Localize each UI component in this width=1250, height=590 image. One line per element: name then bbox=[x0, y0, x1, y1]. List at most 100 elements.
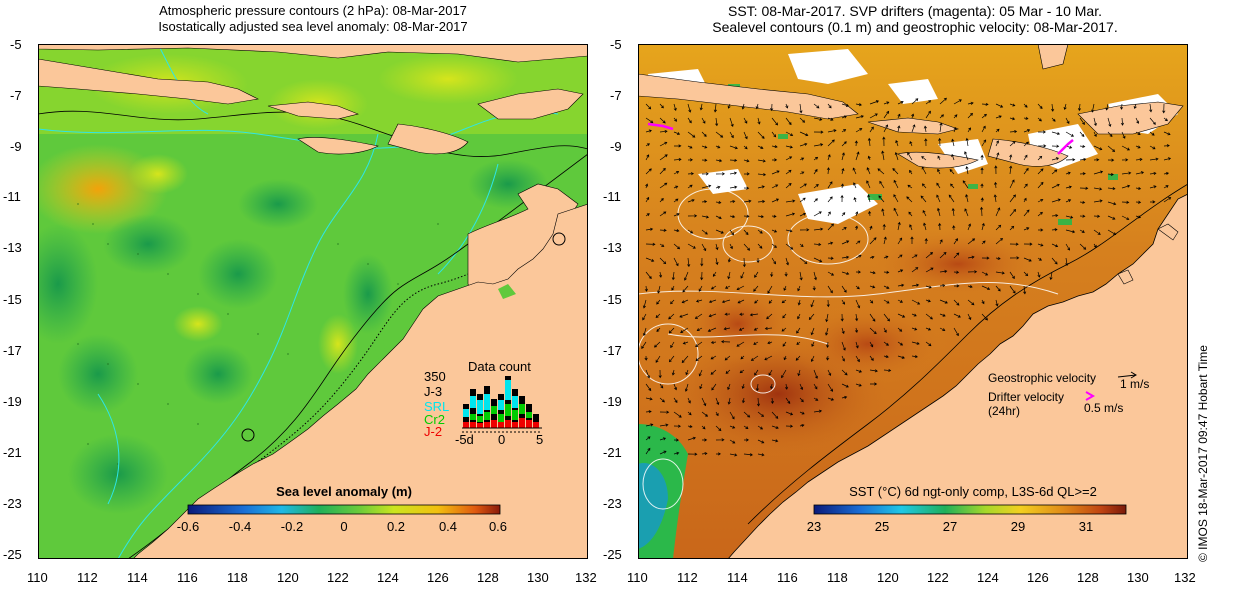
velocity-arrow bbox=[701, 243, 707, 252]
velocity-arrow bbox=[642, 299, 647, 309]
velocity-arrow bbox=[673, 117, 678, 122]
velocity-arrow bbox=[981, 222, 985, 231]
velocity-arrow bbox=[668, 327, 675, 334]
velocity-arrow bbox=[841, 212, 846, 217]
velocity-arrow bbox=[810, 327, 815, 336]
velocity-arrow bbox=[1051, 117, 1056, 122]
velocity-arrow bbox=[1093, 131, 1097, 138]
right-y-tick: -9 bbox=[610, 139, 622, 154]
velocity-arrow bbox=[951, 153, 955, 161]
velocity-arrow bbox=[755, 383, 759, 392]
drifter-track[interactable] bbox=[647, 122, 674, 131]
velocity-arrow bbox=[1121, 158, 1129, 162]
left-map[interactable]: 350 Data count J-3 SRL Cr2 J-2 -5d 0 5 S… bbox=[38, 44, 588, 559]
velocity-arrow bbox=[827, 139, 835, 147]
velocity-arrow bbox=[1009, 103, 1016, 107]
velocity-arrow bbox=[799, 142, 808, 147]
geostrophic-velocity-arrows bbox=[641, 97, 1172, 457]
velocity-arrow bbox=[855, 254, 862, 259]
velocity-arrow bbox=[1079, 186, 1089, 190]
velocity-arrow bbox=[673, 383, 678, 391]
velocity-arrow bbox=[981, 240, 986, 245]
velocity-arrow bbox=[1107, 187, 1116, 191]
velocity-arrow bbox=[796, 341, 801, 345]
velocity-arrow bbox=[921, 156, 927, 161]
velocity-arrow bbox=[841, 383, 849, 388]
velocity-arrow bbox=[897, 269, 904, 273]
velocity-arrow bbox=[645, 397, 653, 401]
left-colorbar-title: Sea level anomaly (m) bbox=[276, 484, 412, 499]
left-x-tick: 126 bbox=[427, 570, 449, 585]
velocity-arrow bbox=[673, 451, 680, 455]
velocity-arrow bbox=[883, 327, 887, 333]
velocity-arrow bbox=[1079, 229, 1085, 233]
velocity-arrow bbox=[771, 131, 777, 138]
velocity-arrow bbox=[911, 327, 918, 331]
velocity-arrow bbox=[1107, 131, 1113, 137]
velocity-arrow bbox=[923, 125, 927, 133]
velocity-arrow bbox=[1009, 209, 1017, 217]
velocity-arrow bbox=[715, 145, 721, 149]
velocity-arrow bbox=[710, 340, 717, 345]
velocity-arrow bbox=[1093, 243, 1097, 248]
velocity-arrow bbox=[981, 139, 987, 147]
velocity-arrow bbox=[1149, 103, 1153, 113]
velocity-arrow bbox=[826, 299, 830, 308]
velocity-arrow bbox=[897, 101, 904, 105]
velocity-arrow bbox=[673, 424, 681, 428]
velocity-arrow bbox=[967, 112, 973, 119]
right-colorbar-title: SST (°C) 6d ngt-only comp, L3S-6d QL>=2 bbox=[849, 484, 1097, 499]
velocity-arrow bbox=[1023, 209, 1030, 217]
velocity-arrow bbox=[883, 124, 889, 133]
velocity-arrow bbox=[981, 102, 989, 106]
velocity-arrow bbox=[925, 341, 932, 347]
velocity-arrow bbox=[967, 223, 972, 231]
tide-gauge-marker[interactable] bbox=[552, 232, 566, 246]
velocity-arrow bbox=[883, 368, 892, 373]
velocity-arrow bbox=[770, 397, 775, 404]
right-map[interactable]: Geostrophic velocity 1 m/s Drifter veloc… bbox=[638, 44, 1188, 559]
velocity-arrow bbox=[756, 397, 761, 407]
velocity-arrow bbox=[1135, 186, 1142, 191]
velocity-arrow bbox=[1121, 131, 1126, 139]
velocity-arrow bbox=[1051, 228, 1058, 232]
velocity-arrow bbox=[785, 229, 793, 233]
velocity-arrow bbox=[729, 411, 735, 420]
velocity-arrow bbox=[937, 168, 941, 175]
velocity-arrow bbox=[911, 98, 919, 105]
velocity-arrow bbox=[701, 229, 708, 235]
velocity-arrow bbox=[729, 117, 734, 127]
velocity-arrow bbox=[939, 299, 948, 304]
velocity-arrow bbox=[700, 271, 704, 281]
drifter-track[interactable] bbox=[1057, 139, 1074, 155]
velocity-arrow bbox=[925, 110, 931, 119]
velocity-arrow bbox=[869, 225, 873, 231]
velocity-arrow bbox=[877, 168, 885, 175]
velocity-arrow bbox=[771, 243, 777, 248]
velocity-arrow bbox=[841, 327, 845, 335]
right-x-tick: 130 bbox=[1127, 570, 1149, 585]
velocity-arrow bbox=[721, 340, 731, 344]
velocity-arrow bbox=[868, 210, 872, 217]
velocity-arrow bbox=[699, 383, 703, 390]
right-y-tick: -13 bbox=[603, 240, 622, 255]
velocity-arrow bbox=[1037, 103, 1043, 109]
velocity-arrow bbox=[869, 341, 874, 348]
velocity-arrow bbox=[715, 425, 722, 432]
velocity-arrow bbox=[854, 140, 858, 147]
left-y-tick: -15 bbox=[3, 292, 22, 307]
velocity-arrow bbox=[1093, 229, 1101, 235]
velocity-arrow bbox=[645, 154, 650, 161]
velocity-arrow bbox=[825, 327, 829, 336]
velocity-arrow bbox=[743, 229, 749, 236]
velocity-arrow bbox=[813, 143, 824, 147]
velocity-arrow bbox=[701, 215, 710, 219]
velocity-arrow bbox=[1063, 103, 1067, 111]
velocity-arrow bbox=[785, 131, 794, 136]
velocity-arrow bbox=[980, 183, 984, 189]
tide-gauge-marker[interactable] bbox=[241, 428, 255, 442]
velocity-arrow bbox=[701, 425, 706, 430]
velocity-arrow bbox=[645, 423, 654, 427]
velocity-arrow bbox=[659, 198, 664, 203]
velocity-arrow bbox=[1065, 171, 1071, 175]
